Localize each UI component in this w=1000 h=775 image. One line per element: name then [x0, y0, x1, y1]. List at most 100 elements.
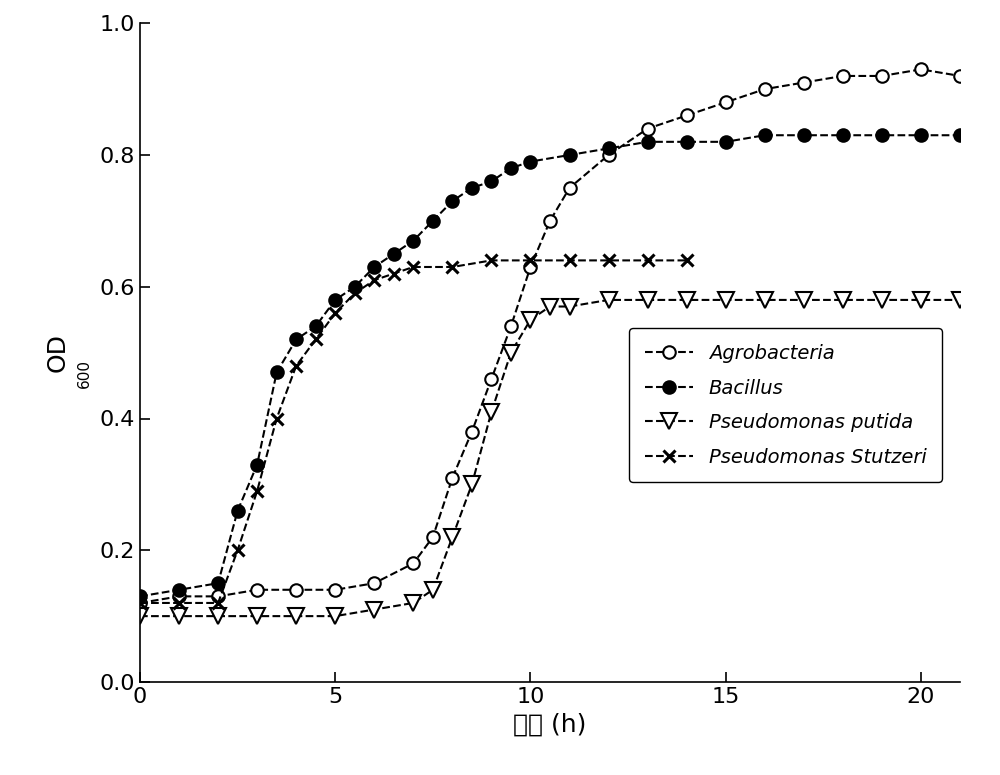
Pseudomonas putida: [134, 611, 146, 621]
Line: Bacillus: Bacillus: [134, 129, 966, 603]
Bacillus: [681, 137, 693, 146]
Bacillus: [232, 506, 244, 515]
Bacillus: [466, 184, 478, 193]
Bacillus: [173, 585, 185, 594]
Pseudomonas putida: [837, 295, 849, 305]
Pseudomonas putida: [759, 295, 771, 305]
Line: Pseudomonas putida: Pseudomonas putida: [132, 292, 968, 624]
Bacillus: [251, 460, 263, 469]
Bacillus: [524, 157, 536, 167]
Pseudomonas putida: [720, 295, 732, 305]
Bacillus: [427, 216, 439, 226]
Agrobacteria: [876, 71, 888, 81]
Bacillus: [407, 236, 419, 246]
Bacillus: [798, 131, 810, 140]
Legend: Agrobacteria, Bacillus, Pseudomonas putida, Pseudomonas Stutzeri: Agrobacteria, Bacillus, Pseudomonas puti…: [629, 329, 942, 482]
Agrobacteria: [759, 84, 771, 94]
Agrobacteria: [173, 592, 185, 601]
Agrobacteria: [564, 184, 576, 193]
Bacillus: [837, 131, 849, 140]
Pseudomonas Stutzeri: [524, 256, 536, 265]
Bacillus: [759, 131, 771, 140]
Pseudomonas putida: [329, 611, 341, 621]
Agrobacteria: [681, 111, 693, 120]
Text: 600: 600: [77, 359, 92, 388]
Pseudomonas putida: [212, 611, 224, 621]
Agrobacteria: [212, 592, 224, 601]
Pseudomonas putida: [564, 302, 576, 312]
Pseudomonas putida: [368, 604, 380, 614]
Pseudomonas putida: [876, 295, 888, 305]
Pseudomonas Stutzeri: [603, 256, 615, 265]
Pseudomonas putida: [798, 295, 810, 305]
Pseudomonas putida: [485, 408, 497, 417]
Agrobacteria: [524, 262, 536, 272]
X-axis label: 时间 (h): 时间 (h): [513, 712, 587, 736]
Agrobacteria: [485, 374, 497, 384]
Agrobacteria: [505, 322, 517, 331]
Agrobacteria: [466, 427, 478, 436]
Agrobacteria: [290, 585, 302, 594]
Agrobacteria: [642, 124, 654, 133]
Pseudomonas putida: [954, 295, 966, 305]
Pseudomonas Stutzeri: [173, 598, 185, 608]
Agrobacteria: [837, 71, 849, 81]
Pseudomonas Stutzeri: [349, 289, 361, 298]
Agrobacteria: [368, 578, 380, 587]
Bacillus: [876, 131, 888, 140]
Agrobacteria: [407, 559, 419, 568]
Pseudomonas putida: [505, 348, 517, 357]
Pseudomonas Stutzeri: [564, 256, 576, 265]
Bacillus: [603, 143, 615, 153]
Agrobacteria: [720, 98, 732, 107]
Bacillus: [564, 150, 576, 160]
Agrobacteria: [329, 585, 341, 594]
Bacillus: [720, 137, 732, 146]
Pseudomonas Stutzeri: [485, 256, 497, 265]
Pseudomonas putida: [446, 532, 458, 542]
Bacillus: [329, 295, 341, 305]
Pseudomonas Stutzeri: [329, 308, 341, 318]
Line: Agrobacteria: Agrobacteria: [134, 63, 966, 609]
Pseudomonas putida: [466, 480, 478, 489]
Pseudomonas Stutzeri: [446, 262, 458, 272]
Bacillus: [915, 131, 927, 140]
Agrobacteria: [603, 150, 615, 160]
Bacillus: [485, 177, 497, 186]
Agrobacteria: [915, 64, 927, 74]
Pseudomonas Stutzeri: [642, 256, 654, 265]
Agrobacteria: [251, 585, 263, 594]
Pseudomonas Stutzeri: [271, 414, 283, 423]
Bacillus: [368, 262, 380, 272]
Pseudomonas Stutzeri: [251, 487, 263, 496]
Bacillus: [446, 196, 458, 205]
Pseudomonas putida: [251, 611, 263, 621]
Bacillus: [505, 164, 517, 173]
Pseudomonas Stutzeri: [290, 361, 302, 370]
Pseudomonas Stutzeri: [310, 335, 322, 344]
Pseudomonas putida: [427, 585, 439, 594]
Bacillus: [271, 368, 283, 377]
Line: Pseudomonas Stutzeri: Pseudomonas Stutzeri: [134, 254, 693, 609]
Pseudomonas putida: [290, 611, 302, 621]
Pseudomonas Stutzeri: [407, 262, 419, 272]
Pseudomonas putida: [407, 598, 419, 608]
Agrobacteria: [134, 598, 146, 608]
Pseudomonas putida: [173, 611, 185, 621]
Pseudomonas putida: [681, 295, 693, 305]
Bacillus: [388, 250, 400, 259]
Pseudomonas Stutzeri: [134, 598, 146, 608]
Pseudomonas putida: [544, 302, 556, 312]
Pseudomonas Stutzeri: [681, 256, 693, 265]
Bacillus: [954, 131, 966, 140]
Bacillus: [349, 282, 361, 291]
Agrobacteria: [544, 216, 556, 226]
Agrobacteria: [446, 473, 458, 482]
Bacillus: [642, 137, 654, 146]
Pseudomonas putida: [642, 295, 654, 305]
Pseudomonas putida: [915, 295, 927, 305]
Pseudomonas putida: [603, 295, 615, 305]
Pseudomonas Stutzeri: [212, 598, 224, 608]
Bacillus: [310, 322, 322, 331]
Text: OD: OD: [46, 333, 70, 372]
